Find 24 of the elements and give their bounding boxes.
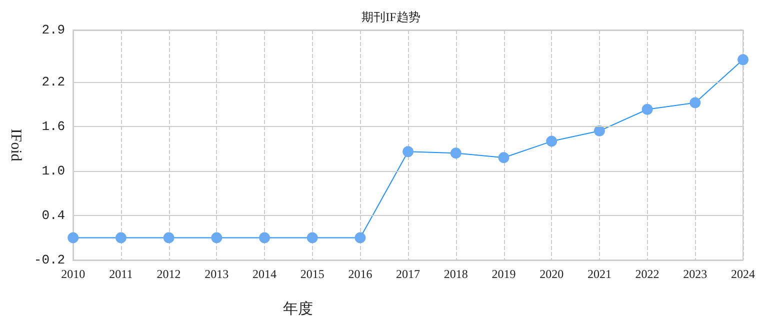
x-tick-label: 2011	[109, 267, 133, 281]
y-tick-label: 2.9	[42, 22, 66, 38]
x-tick-label: 2024	[731, 267, 755, 281]
chart-title: 期刊IF趋势	[362, 10, 420, 24]
x-tick-label: 2023	[683, 267, 708, 281]
x-tick-label: 2013	[204, 267, 229, 281]
x-tick-label: 2021	[587, 267, 612, 281]
x-tick-label: 2014	[252, 267, 277, 281]
x-tick-label: 2020	[540, 267, 564, 281]
y-tick-label: 2.2	[42, 74, 66, 90]
x-tick-label: 2015	[300, 267, 324, 281]
x-tick-label: 2017	[396, 267, 420, 281]
y-tick-label: 1.0	[42, 163, 66, 178]
y-tick-label: 0.4	[42, 208, 66, 223]
y-axis-title: IFoid	[8, 128, 24, 162]
x-axis-title: 年度	[283, 300, 314, 318]
x-tick-label: 2016	[348, 267, 372, 281]
x-tick-label: 2010	[61, 267, 86, 281]
x-tick-label: 2012	[156, 267, 181, 281]
x-tick-label: 2018	[444, 267, 468, 281]
y-tick-label: 1.6	[42, 118, 66, 134]
x-tick-label: 2022	[635, 267, 660, 281]
y-tick-label: -0.2	[34, 252, 66, 268]
x-tick-label: 2019	[492, 267, 516, 281]
